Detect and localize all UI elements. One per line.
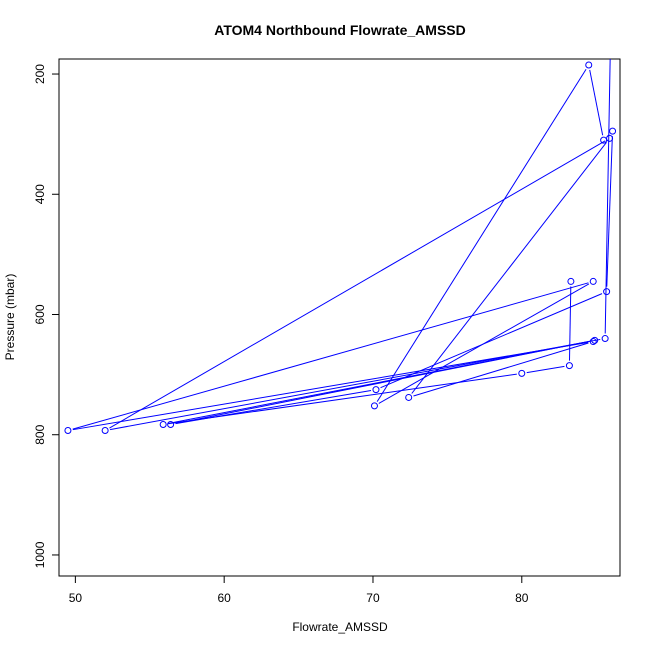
- x-tick-label: 60: [217, 591, 231, 605]
- series-segment: [413, 342, 589, 397]
- series-layer: [64, 5, 617, 435]
- y-tick-label: 600: [33, 304, 47, 324]
- data-point: [159, 421, 167, 429]
- series-segment: [72, 341, 589, 431]
- series-segment: [109, 140, 606, 429]
- series-segment: [589, 69, 604, 136]
- chart-title: ATOM4 Northbound Flowrate_AMSSD: [214, 22, 465, 38]
- data-point: [167, 421, 175, 429]
- data-point: [591, 336, 599, 344]
- y-tick-label: 400: [33, 184, 47, 204]
- data-point: [405, 393, 413, 401]
- data-point: [589, 338, 597, 346]
- y-tick-label: 800: [33, 424, 47, 444]
- series-segment: [380, 293, 603, 389]
- data-point: [606, 134, 614, 142]
- data-point: [64, 427, 72, 435]
- series-segment: [168, 373, 517, 425]
- plot-frame: [58, 58, 621, 577]
- y-tick-label: 1000: [33, 541, 47, 568]
- data-point: [608, 5, 614, 11]
- axes-layer: 50 60 70 80 200 400 600 800 1000: [33, 64, 529, 605]
- data-point: [370, 402, 378, 410]
- data-point: [101, 427, 109, 435]
- data-point: [372, 386, 380, 394]
- data-point: [565, 362, 573, 370]
- data-point: [567, 277, 575, 285]
- y-tick-label: 200: [33, 64, 47, 84]
- x-tick-label: 80: [515, 591, 529, 605]
- series-segment: [411, 141, 607, 394]
- series-segment: [604, 59, 611, 334]
- series-segment: [72, 282, 589, 430]
- data-point: [601, 335, 609, 343]
- series-segment: [526, 365, 565, 374]
- x-axis-label: Flowrate_AMSSD: [292, 620, 388, 634]
- data-point: [603, 288, 611, 296]
- data-point: [609, 127, 617, 135]
- data-point: [589, 277, 597, 285]
- x-tick-label: 50: [69, 591, 83, 605]
- series-segment: [606, 136, 613, 287]
- series-segment: [568, 286, 572, 361]
- data-point: [600, 136, 608, 144]
- series-segment: [376, 68, 587, 402]
- y-axis-label: Pressure (mbar): [3, 274, 17, 361]
- data-point: [585, 61, 593, 69]
- series-segment: [167, 340, 590, 425]
- data-point: [518, 369, 526, 377]
- x-tick-label: 70: [366, 591, 380, 605]
